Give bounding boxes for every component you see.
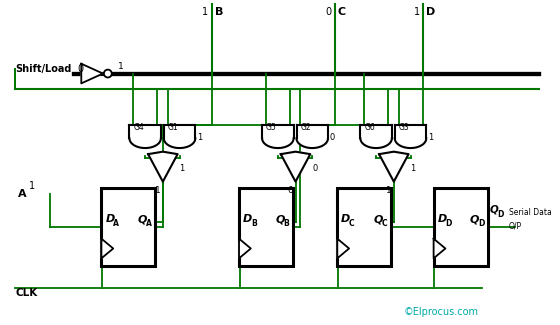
Text: D: D	[497, 210, 503, 219]
Text: Q: Q	[138, 214, 147, 224]
Text: 1: 1	[410, 164, 416, 173]
Text: Q: Q	[489, 204, 498, 214]
PathPatch shape	[296, 125, 328, 148]
Text: G6: G6	[365, 123, 375, 132]
Text: A: A	[113, 219, 119, 228]
Text: 0: 0	[312, 164, 318, 173]
Polygon shape	[281, 152, 310, 182]
Text: B: B	[283, 219, 289, 228]
Text: 1: 1	[118, 62, 123, 71]
Text: D: D	[478, 219, 484, 228]
Polygon shape	[81, 64, 103, 84]
Text: D: D	[445, 219, 452, 228]
Text: C: C	[381, 219, 387, 228]
Text: 1: 1	[180, 164, 185, 173]
Text: 1: 1	[413, 6, 419, 17]
Circle shape	[104, 70, 112, 77]
Text: 1: 1	[386, 187, 391, 195]
Text: G4: G4	[133, 123, 144, 132]
Polygon shape	[148, 152, 178, 182]
Text: Serial Data: Serial Data	[509, 208, 552, 217]
Text: CLK: CLK	[16, 288, 38, 298]
Text: 0: 0	[77, 64, 83, 74]
Text: D: D	[437, 214, 447, 224]
Text: D: D	[105, 214, 115, 224]
Text: 1: 1	[428, 133, 433, 142]
Bar	[101, 188, 156, 266]
Polygon shape	[379, 152, 409, 182]
Text: C: C	[349, 219, 354, 228]
Text: ©Elprocus.com: ©Elprocus.com	[404, 307, 479, 317]
Text: B: B	[251, 219, 256, 228]
Text: 1: 1	[29, 181, 35, 190]
Bar	[239, 188, 293, 266]
Text: Q: Q	[470, 214, 479, 224]
Text: D: D	[341, 214, 351, 224]
Text: 1: 1	[197, 133, 203, 142]
Text: D: D	[426, 6, 436, 17]
Text: 1: 1	[202, 6, 208, 17]
Text: G3: G3	[399, 123, 409, 132]
Text: A: A	[146, 219, 152, 228]
Text: G5: G5	[266, 123, 277, 132]
Text: 0: 0	[288, 187, 293, 195]
Text: C: C	[338, 6, 346, 17]
PathPatch shape	[395, 125, 426, 148]
Text: Shift/Load: Shift/Load	[16, 64, 72, 74]
Text: B: B	[215, 6, 223, 17]
Text: A: A	[18, 189, 27, 200]
Text: G1: G1	[168, 123, 179, 132]
Polygon shape	[101, 239, 113, 258]
Text: D: D	[243, 214, 252, 224]
Text: G2: G2	[301, 123, 311, 132]
PathPatch shape	[262, 125, 293, 148]
Text: O/P: O/P	[509, 222, 522, 231]
Text: Q: Q	[276, 214, 285, 224]
PathPatch shape	[129, 125, 161, 148]
Polygon shape	[433, 239, 445, 258]
Text: Q: Q	[374, 214, 383, 224]
PathPatch shape	[361, 125, 392, 148]
PathPatch shape	[164, 125, 195, 148]
Bar	[433, 188, 488, 266]
Text: 0: 0	[325, 6, 331, 17]
Polygon shape	[239, 239, 251, 258]
Polygon shape	[337, 239, 349, 258]
Text: 0: 0	[330, 133, 335, 142]
Bar	[337, 188, 391, 266]
Text: 1: 1	[155, 187, 161, 195]
